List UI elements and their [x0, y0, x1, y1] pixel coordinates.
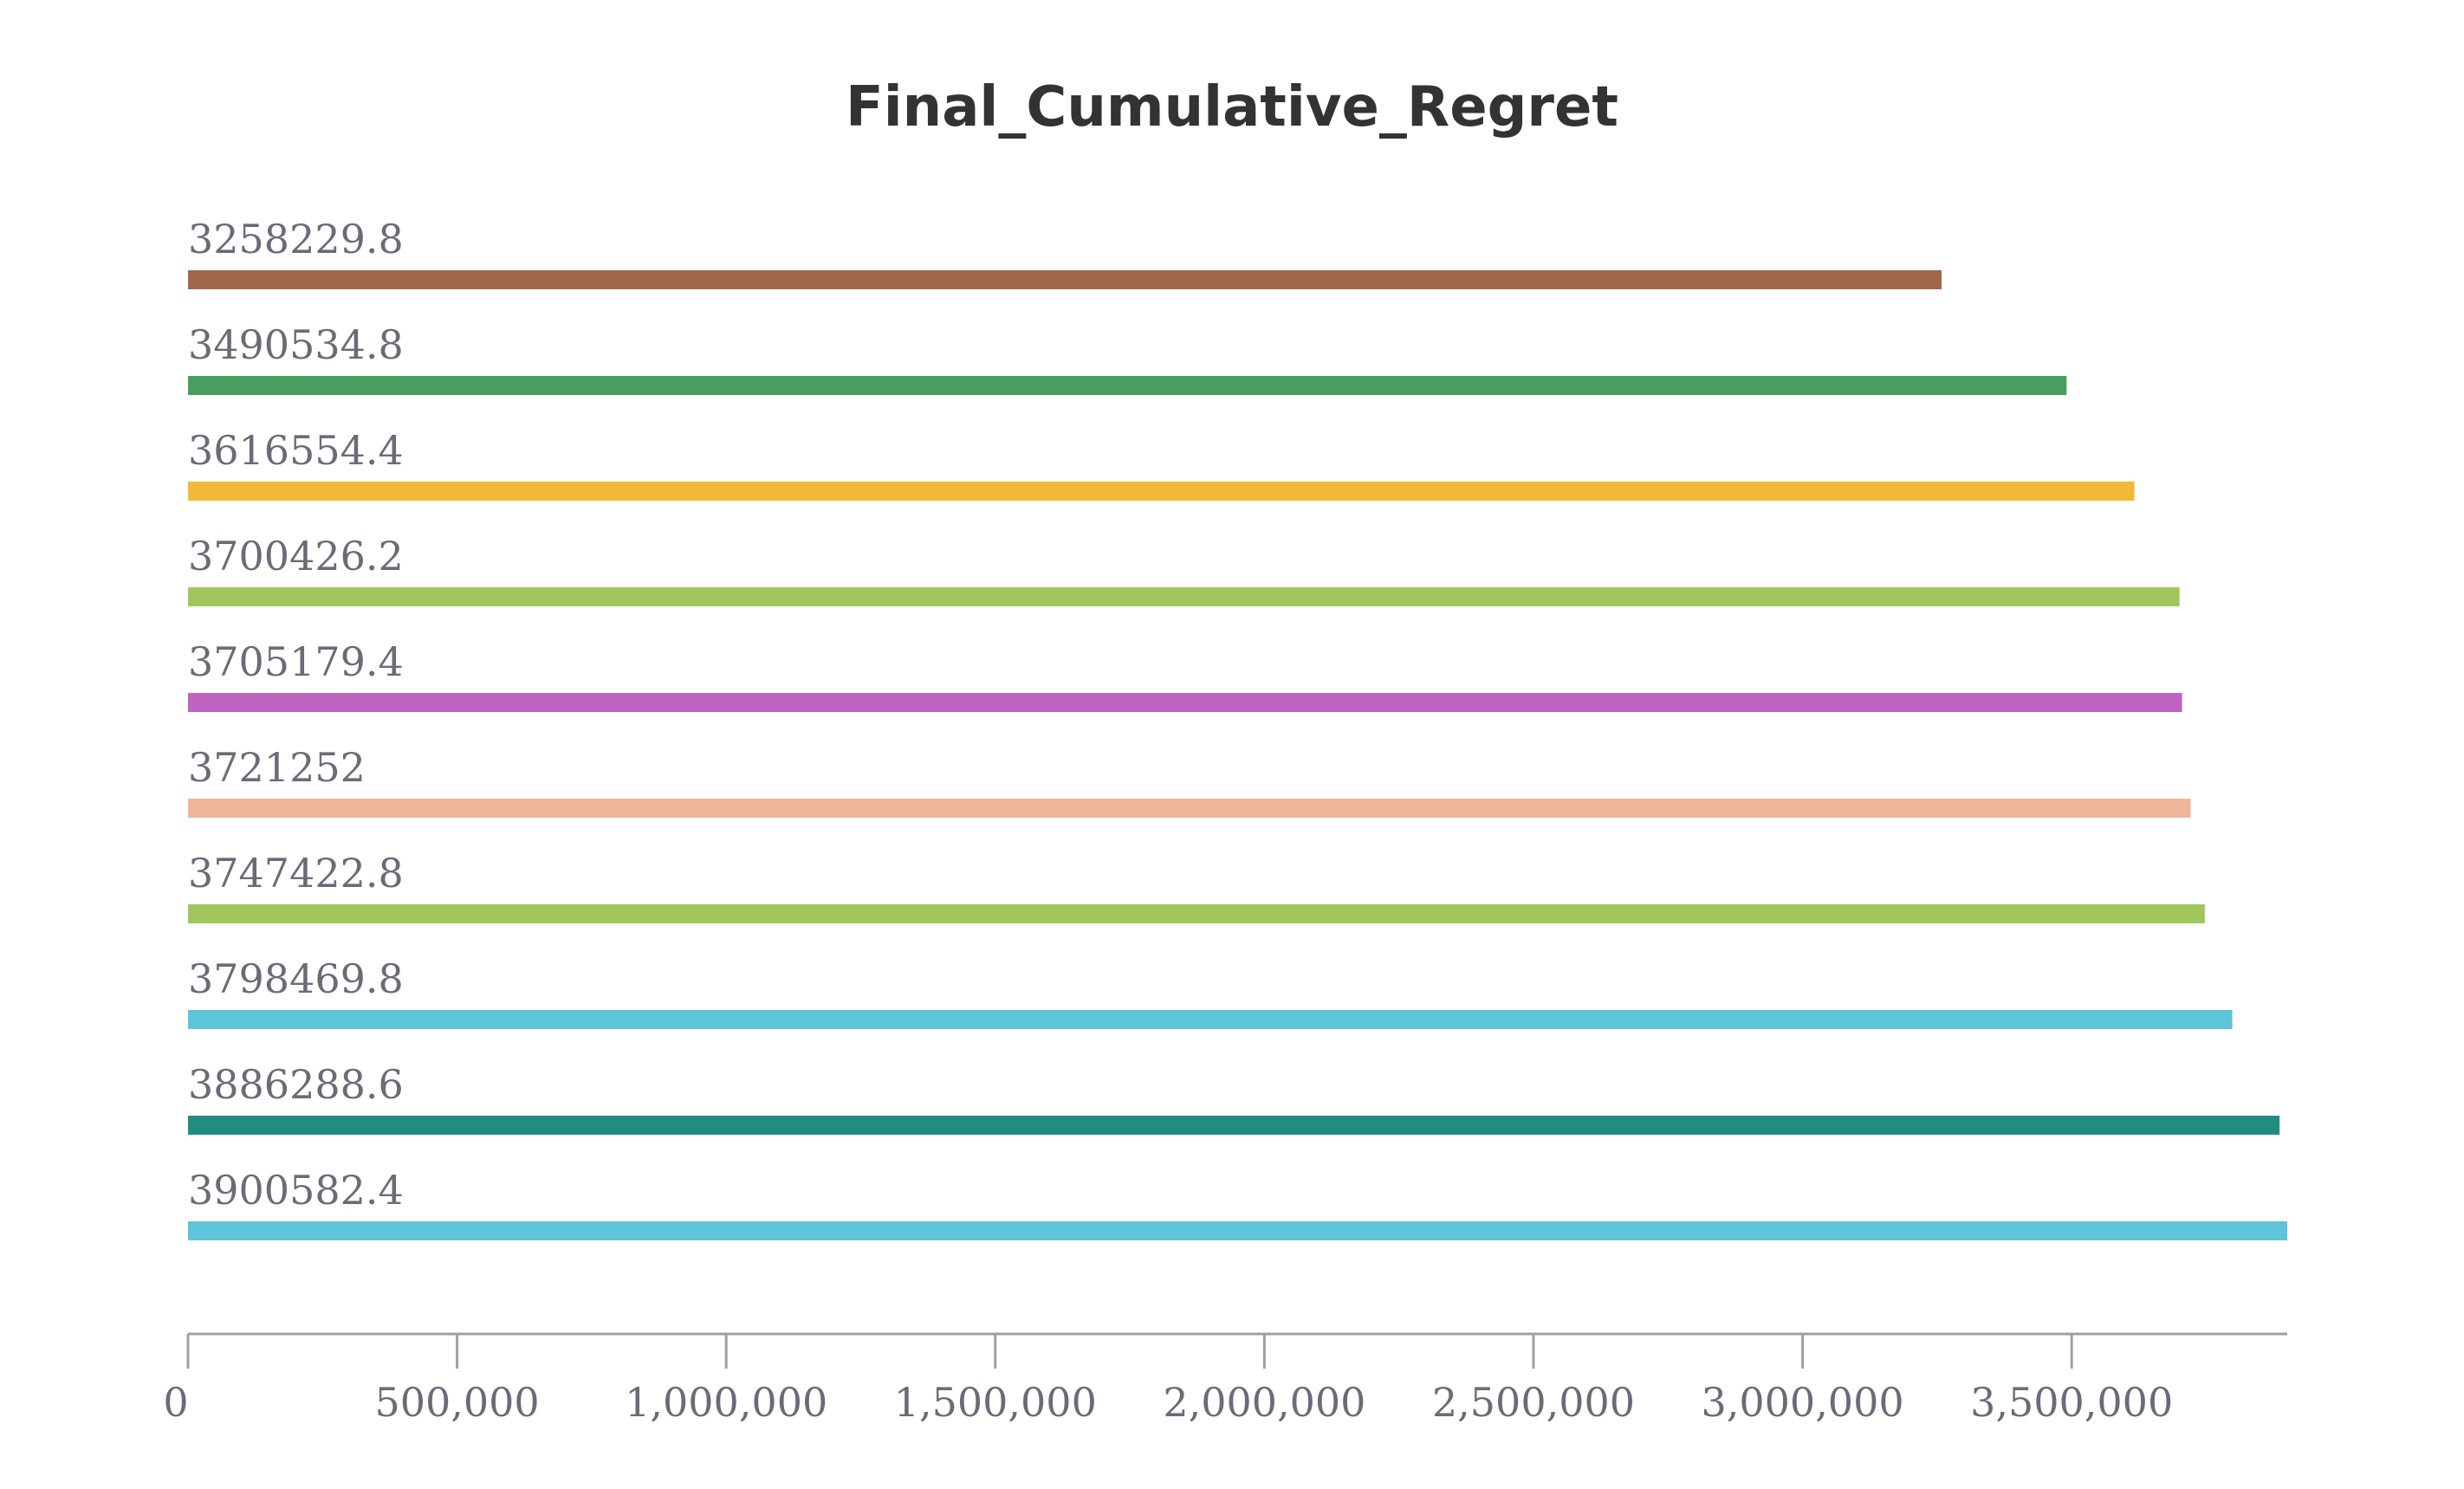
x-tick-label-1: 500,000: [374, 1379, 539, 1426]
bar-value-label-10: 3900582.4: [188, 1167, 404, 1214]
bar-1: [188, 270, 1942, 289]
bar-value-label-1: 3258229.8: [188, 216, 404, 262]
bar-6: [188, 799, 2191, 818]
x-axis: 0 500,000 1,000,000 1,500,000 2,000,000 2,500…: [163, 1332, 2287, 1426]
x-tick-label-0: 0: [163, 1379, 188, 1426]
bar-4: [188, 587, 2180, 606]
bar-8: [188, 1010, 2233, 1029]
bar-2: [188, 376, 2067, 395]
x-tick-label-5: 2,500,000: [1432, 1379, 1635, 1426]
bar-value-label-6: 3721252: [188, 744, 366, 791]
bar-value-label-7: 3747422.8: [188, 850, 404, 897]
bar-5: [188, 693, 2182, 712]
bar-value-label-9: 3886288.6: [188, 1061, 404, 1108]
bar-value-label-8: 3798469.8: [188, 955, 404, 1002]
x-tick-label-4: 2,000,000: [1163, 1379, 1365, 1426]
x-tick-label-6: 3,000,000: [1702, 1379, 1904, 1426]
bar-value-label-2: 3490534.8: [188, 321, 404, 368]
bar-value-label-3: 3616554.4: [188, 427, 404, 474]
x-tick-label-7: 3,500,000: [1970, 1379, 2173, 1426]
bar-3: [188, 482, 2135, 501]
bar-7: [188, 904, 2205, 923]
bar-10: [188, 1221, 2287, 1240]
chart-title: Final_Cumulative_Regret: [846, 75, 1618, 139]
x-tick-label-2: 1,000,000: [625, 1379, 827, 1426]
bar-9: [188, 1116, 2280, 1135]
bar-value-label-4: 3700426.2: [188, 533, 404, 579]
x-tick-label-3: 1,500,000: [894, 1379, 1097, 1426]
bars-group: 3258229.8 3490534.8 3616554.4 3700426.2 3705…: [188, 216, 2287, 1240]
bar-value-label-5: 3705179.4: [188, 638, 404, 685]
